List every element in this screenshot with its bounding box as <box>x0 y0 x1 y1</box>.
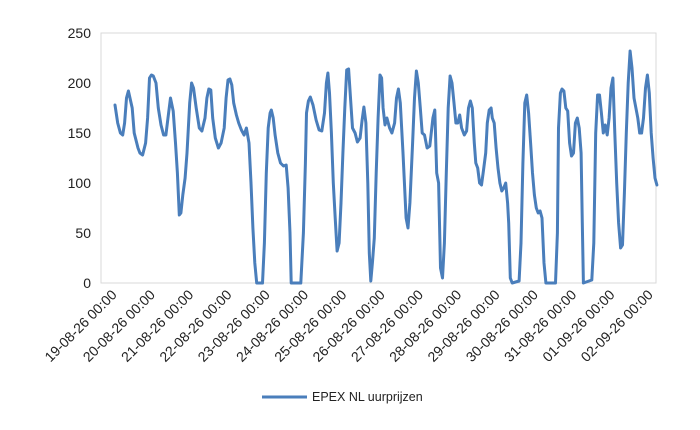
series-line-epex <box>113 49 659 285</box>
y-tick-label: 250 <box>68 25 92 41</box>
plot-area-frame <box>100 32 657 284</box>
y-tick-label: 50 <box>75 225 91 241</box>
legend: EPEX NL uurprijzen <box>262 390 423 404</box>
legend-label: EPEX NL uurprijzen <box>312 390 423 404</box>
y-tick-label: 200 <box>68 75 92 91</box>
y-axis: 0 50 100 150 200 250 <box>68 25 92 291</box>
y-tick-label: 100 <box>68 175 92 191</box>
y-tick-label: 150 <box>68 125 92 141</box>
y-tick-label: 0 <box>83 275 91 291</box>
